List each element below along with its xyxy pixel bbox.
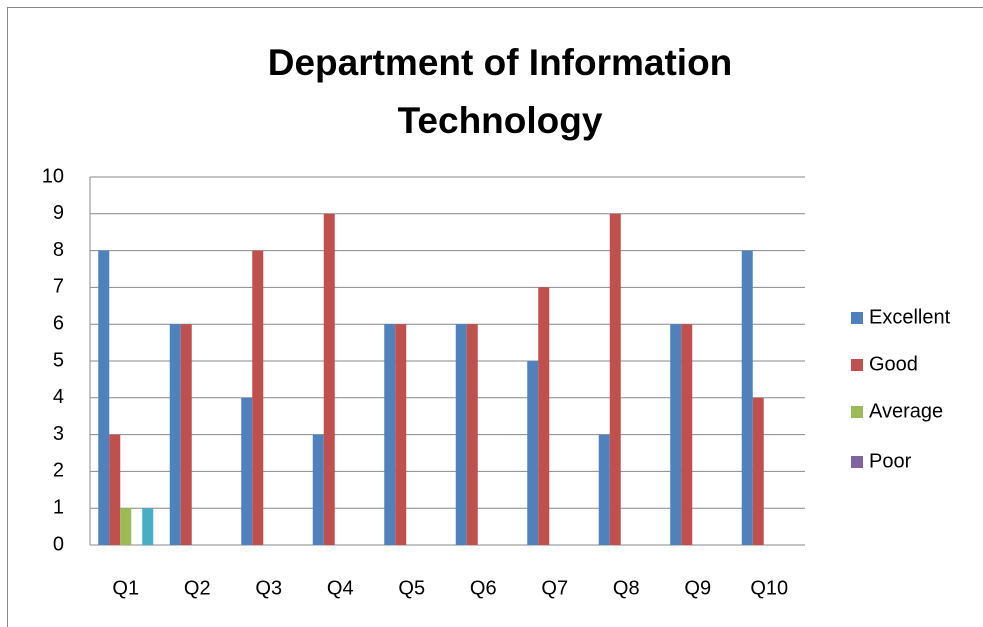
legend-label: Average bbox=[869, 400, 943, 422]
legend-label: Good bbox=[869, 353, 918, 375]
bar bbox=[252, 250, 264, 545]
y-tick-label: 6 bbox=[53, 312, 64, 334]
bar bbox=[455, 324, 467, 545]
bar bbox=[681, 324, 693, 545]
bar bbox=[598, 434, 610, 545]
x-tick-label: Q8 bbox=[613, 577, 640, 599]
chart-title: Department of Information Technology bbox=[267, 42, 733, 141]
legend-label: Excellent bbox=[869, 306, 951, 328]
bar bbox=[527, 361, 539, 545]
bar bbox=[98, 250, 110, 545]
bar bbox=[384, 324, 396, 545]
bar bbox=[109, 434, 121, 545]
legend-swatch bbox=[851, 456, 863, 468]
x-tick-label: Q5 bbox=[398, 577, 425, 599]
bar bbox=[752, 397, 764, 545]
legend-swatch bbox=[851, 359, 863, 371]
bar bbox=[609, 213, 621, 546]
bar bbox=[395, 324, 407, 545]
y-tick-label: 3 bbox=[53, 423, 64, 445]
y-tick-label: 10 bbox=[42, 165, 64, 187]
bar bbox=[538, 287, 550, 545]
bar bbox=[312, 434, 324, 545]
bar bbox=[323, 213, 335, 546]
legend-label: Poor bbox=[869, 450, 912, 472]
bar bbox=[241, 397, 253, 545]
y-tick-label: 9 bbox=[53, 202, 64, 224]
x-tick-label: Q1 bbox=[112, 577, 139, 599]
x-tick-label: Q2 bbox=[184, 577, 211, 599]
legend-swatch bbox=[851, 406, 863, 418]
legend-swatch bbox=[851, 312, 863, 324]
y-tick-label: 0 bbox=[53, 533, 64, 555]
bar bbox=[142, 508, 154, 545]
x-tick-label: Q9 bbox=[684, 577, 711, 599]
y-tick-label: 5 bbox=[53, 349, 64, 371]
bar bbox=[670, 324, 682, 545]
bar bbox=[120, 508, 132, 545]
y-tick-label: 4 bbox=[53, 386, 64, 408]
bar bbox=[169, 324, 181, 545]
x-tick-label: Q6 bbox=[470, 577, 497, 599]
bar bbox=[466, 324, 478, 545]
y-tick-label: 7 bbox=[53, 276, 64, 298]
chart-border bbox=[7, 7, 983, 627]
x-tick-label: Q7 bbox=[541, 577, 568, 599]
y-tick-label: 8 bbox=[53, 239, 64, 261]
y-tick-label: 1 bbox=[53, 496, 64, 518]
x-tick-label: Q10 bbox=[750, 577, 788, 599]
bar bbox=[180, 324, 192, 545]
x-tick-label: Q4 bbox=[327, 577, 354, 599]
y-tick-label: 2 bbox=[53, 460, 64, 482]
bar bbox=[741, 250, 753, 545]
x-tick-label: Q3 bbox=[255, 577, 282, 599]
